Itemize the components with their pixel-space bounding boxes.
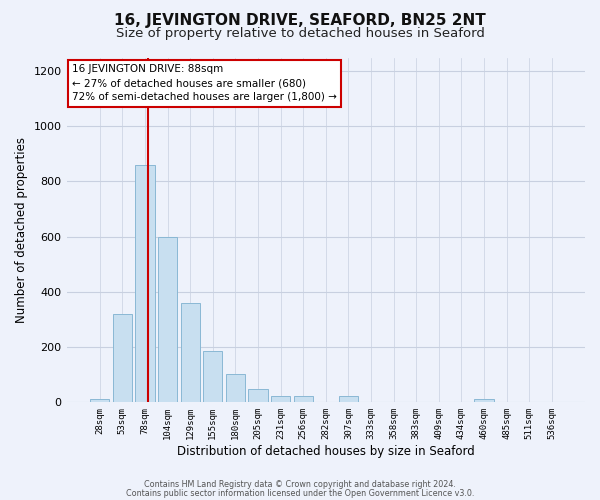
Text: 16, JEVINGTON DRIVE, SEAFORD, BN25 2NT: 16, JEVINGTON DRIVE, SEAFORD, BN25 2NT	[114, 12, 486, 28]
Bar	[271, 396, 290, 402]
Text: 16 JEVINGTON DRIVE: 88sqm
← 27% of detached houses are smaller (680)
72% of semi: 16 JEVINGTON DRIVE: 88sqm ← 27% of detac…	[72, 64, 337, 102]
Bar	[136, 165, 155, 402]
Text: Size of property relative to detached houses in Seaford: Size of property relative to detached ho…	[116, 28, 484, 40]
Bar	[113, 314, 132, 402]
Bar	[181, 302, 200, 402]
Bar	[90, 399, 109, 402]
Bar	[293, 396, 313, 402]
Bar	[475, 399, 494, 402]
Y-axis label: Number of detached properties: Number of detached properties	[15, 136, 28, 322]
Bar	[248, 389, 268, 402]
Bar	[339, 396, 358, 402]
Bar	[226, 374, 245, 402]
Bar	[158, 236, 177, 402]
Text: Contains public sector information licensed under the Open Government Licence v3: Contains public sector information licen…	[126, 490, 474, 498]
Text: Contains HM Land Registry data © Crown copyright and database right 2024.: Contains HM Land Registry data © Crown c…	[144, 480, 456, 489]
X-axis label: Distribution of detached houses by size in Seaford: Distribution of detached houses by size …	[177, 444, 475, 458]
Bar	[203, 351, 223, 402]
